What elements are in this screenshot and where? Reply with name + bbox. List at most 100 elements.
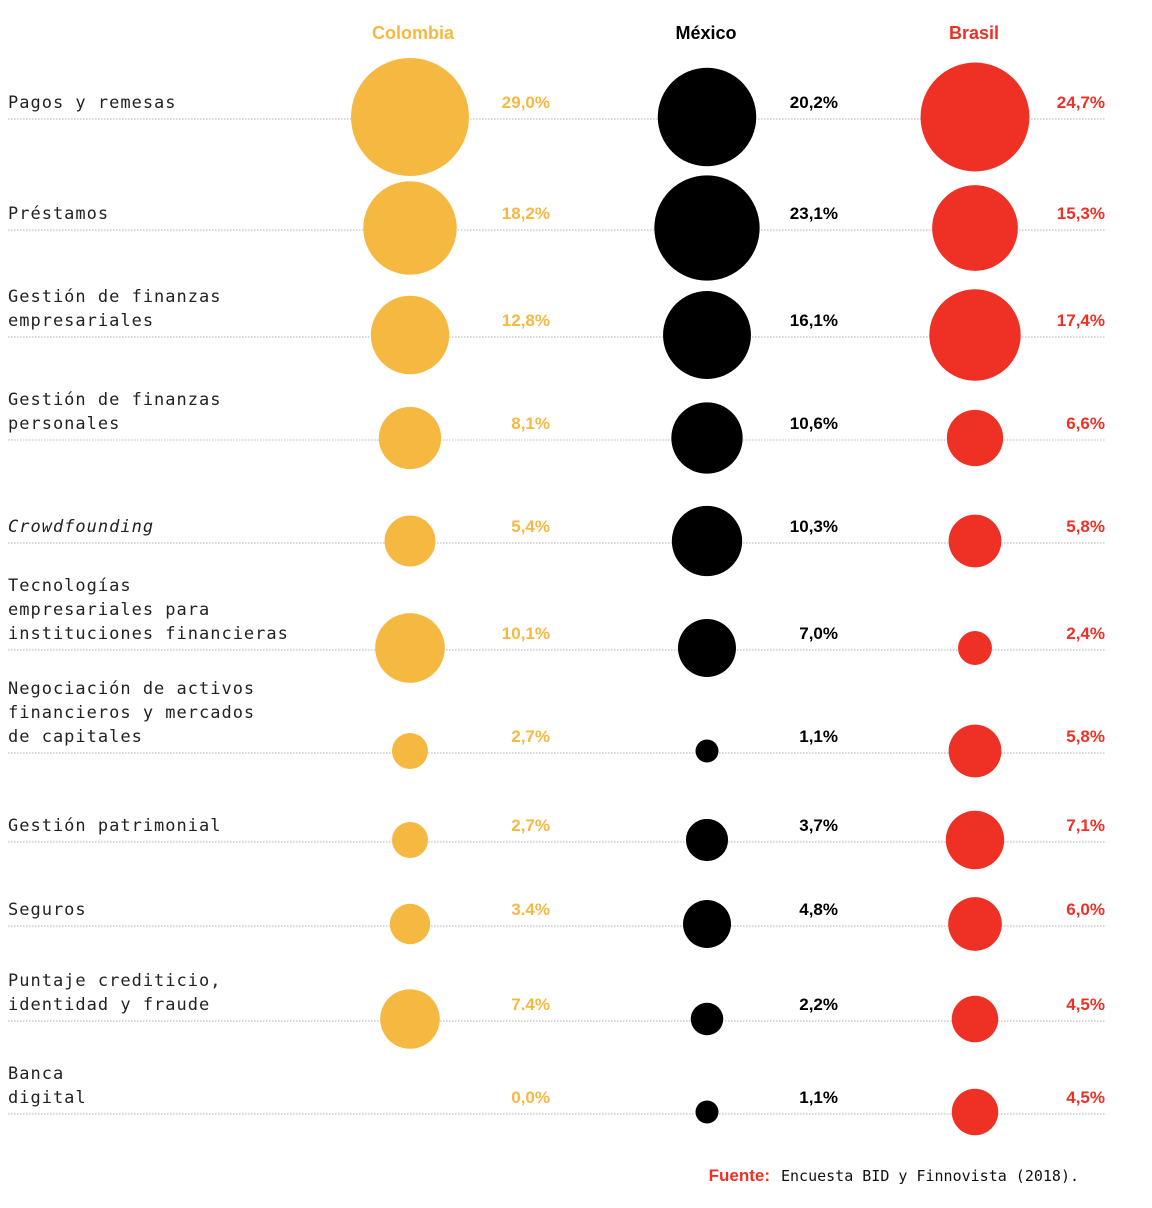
value-label: 10,1% — [502, 624, 550, 643]
source-note: Fuente: Encuesta BID y Finnovista (2018)… — [709, 1166, 1079, 1185]
value-label: 8,1% — [511, 414, 550, 433]
bubble — [685, 818, 729, 862]
category-label: Gestión de finanzas — [8, 287, 221, 307]
bubble — [946, 409, 1004, 467]
chart-row: Crowdfounding 5,4% 10,3% 5,8% — [8, 505, 1105, 577]
category-label: Gestión de finanzas — [8, 390, 221, 410]
value-label: 1,1% — [799, 727, 838, 746]
value-label: 24,7% — [1057, 93, 1105, 112]
bubble — [671, 505, 743, 577]
category-label: de capitales — [8, 727, 143, 747]
category-label: financieros y mercados — [8, 703, 255, 723]
value-label: 6,0% — [1066, 900, 1105, 919]
category-label: personales — [8, 414, 120, 434]
value-label: 3.4% — [511, 900, 550, 919]
bubble — [682, 899, 732, 949]
value-label: 10,6% — [790, 414, 838, 433]
value-label: 5,4% — [511, 517, 550, 536]
bubble — [929, 289, 1021, 381]
category-label: identidad y fraude — [8, 995, 210, 1015]
value-label: 5,8% — [1066, 727, 1105, 746]
bubble — [375, 613, 445, 683]
value-label: 3,7% — [799, 816, 838, 835]
value-label: 2,2% — [799, 995, 838, 1014]
bubble — [945, 810, 1005, 870]
category-label: Préstamos — [8, 204, 109, 224]
value-label: 4,5% — [1066, 1088, 1105, 1107]
bubble — [951, 1088, 999, 1136]
bubble — [384, 515, 436, 567]
value-label: 7,1% — [1066, 816, 1105, 835]
value-label: 17,4% — [1057, 311, 1105, 330]
category-label: Pagos y remesas — [8, 93, 177, 113]
category-label: instituciones financieras — [8, 624, 289, 644]
source-label: Fuente: — [709, 1166, 770, 1185]
bubble — [391, 821, 429, 859]
category-label: Seguros — [8, 900, 87, 920]
chart-row: Seguros 3.4% 4,8% 6,0% — [8, 897, 1105, 951]
bubble — [363, 181, 457, 275]
chart-row: Tecnologías empresariales para institucion… — [8, 576, 1105, 683]
chart-row: Gestión de finanzas empresariales 12,8% 16,… — [8, 287, 1105, 381]
category-label: empresariales para — [8, 600, 210, 620]
bubble — [654, 175, 760, 281]
value-label: 2,4% — [1066, 624, 1105, 643]
value-label: 7.4% — [511, 995, 550, 1014]
header-brasil: Brasil — [949, 23, 999, 43]
value-label: 2,7% — [511, 816, 550, 835]
category-label: Crowdfounding — [8, 517, 154, 537]
bubble — [920, 62, 1030, 172]
chart-row: Préstamos 18,2% 23,1% 15,3% — [8, 175, 1105, 281]
chart-rows: Pagos y remesas 29,0% 20,2% 24,7% Préstamos 1… — [8, 58, 1105, 1136]
bubble — [663, 291, 751, 379]
chart-row: Pagos y remesas 29,0% 20,2% 24,7% — [8, 58, 1105, 176]
value-label: 10,3% — [790, 517, 838, 536]
chart-row: Puntaje crediticio, identidad y fraude 7.4… — [8, 971, 1105, 1049]
bubble — [378, 406, 442, 470]
bubble — [370, 295, 450, 375]
value-label: 5,8% — [1066, 517, 1105, 536]
value-label: 2,7% — [511, 727, 550, 746]
chart-row: Gestión de finanzas personales 8,1% 10,6% 6,… — [8, 390, 1105, 474]
value-label: 0,0% — [511, 1088, 550, 1107]
chart-row: Negociación de activos financieros y merc… — [8, 679, 1105, 778]
bubble — [678, 619, 736, 677]
value-label: 4,8% — [799, 900, 838, 919]
bubble — [695, 739, 719, 763]
bubble — [958, 631, 992, 665]
bubble — [391, 732, 429, 770]
value-label: 12,8% — [502, 311, 550, 330]
category-label: Negociación de activos — [8, 679, 255, 699]
bubble — [389, 903, 431, 945]
category-label: Puntaje crediticio, — [8, 971, 221, 991]
bubble — [948, 724, 1002, 778]
bubble — [948, 897, 1002, 951]
bubble — [657, 67, 757, 167]
value-label: 6,6% — [1066, 414, 1105, 433]
bubble — [932, 185, 1018, 271]
category-label: digital — [8, 1088, 87, 1108]
bubble — [351, 58, 469, 176]
value-label: 4,5% — [1066, 995, 1105, 1014]
category-label: Banca — [8, 1064, 64, 1084]
category-label: empresariales — [8, 311, 154, 331]
bubble — [951, 995, 999, 1043]
bubble — [671, 402, 743, 474]
bubble — [380, 989, 440, 1049]
value-label: 1,1% — [799, 1088, 838, 1107]
country-headers: Colombia México Brasil — [372, 23, 999, 43]
chart-row: Banca digital 0,0% 1,1% 4,5% — [8, 1064, 1105, 1136]
value-label: 18,2% — [502, 204, 550, 223]
bubble — [690, 1002, 724, 1036]
source-text: Encuesta BID y Finnovista (2018). — [781, 1167, 1079, 1185]
header-mexico: México — [675, 23, 736, 43]
value-label: 15,3% — [1057, 204, 1105, 223]
value-label: 23,1% — [790, 204, 838, 223]
header-colombia: Colombia — [372, 23, 455, 43]
category-label: Tecnologías — [8, 576, 132, 596]
value-label: 29,0% — [502, 93, 550, 112]
bubble — [948, 514, 1002, 568]
chart-row: Gestión patrimonial 2,7% 3,7% 7,1% — [8, 810, 1105, 870]
category-label: Gestión patrimonial — [8, 816, 221, 836]
